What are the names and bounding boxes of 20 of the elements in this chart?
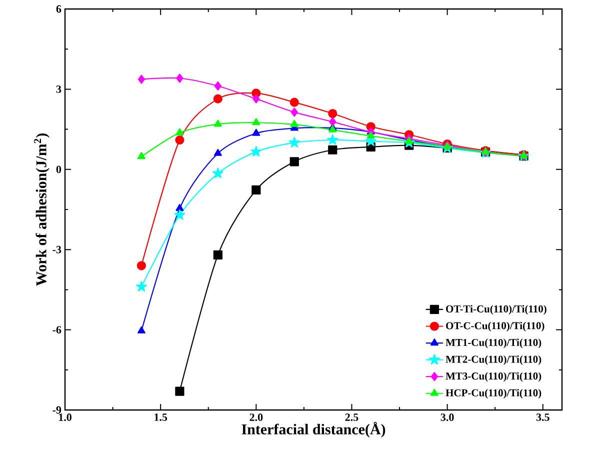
- legend-label: OT-Ti-Cu(110)/Ti(110): [446, 305, 546, 315]
- x-axis-title: Interfacial distance(Å): [242, 422, 386, 438]
- y-tick-label: -6: [52, 326, 62, 334]
- y-tick-label: 3: [56, 86, 62, 93]
- x-tick-label: 1.5: [154, 414, 168, 421]
- legend-label: MT3-Cu(110)/Ti(110): [446, 372, 542, 382]
- y-tick-label: -3: [52, 246, 62, 254]
- y-tick-label: 0: [56, 166, 62, 174]
- y-tick-label: 6: [56, 5, 62, 13]
- y-tick-label: -9: [52, 406, 62, 414]
- x-tick-label: 3.0: [440, 414, 454, 422]
- legend-label: HCP-Cu(110)/Ti(110): [446, 389, 542, 399]
- legend-label: MT1-Cu(110)/Ti(110): [446, 338, 542, 348]
- legend-label: OT-C-Cu(110)/Ti(110): [446, 322, 544, 332]
- x-tick-label: 1.0: [59, 414, 72, 422]
- y-axis-title: Work of adhesion(J/m$^{2}$): [34, 134, 50, 286]
- x-tick-label: 2.0: [250, 414, 263, 422]
- x-tick-label: 2.5: [345, 414, 358, 421]
- legend-label: MT2-Cu(110)/Ti(110): [446, 355, 542, 365]
- x-tick-label: 3.5: [536, 414, 550, 421]
